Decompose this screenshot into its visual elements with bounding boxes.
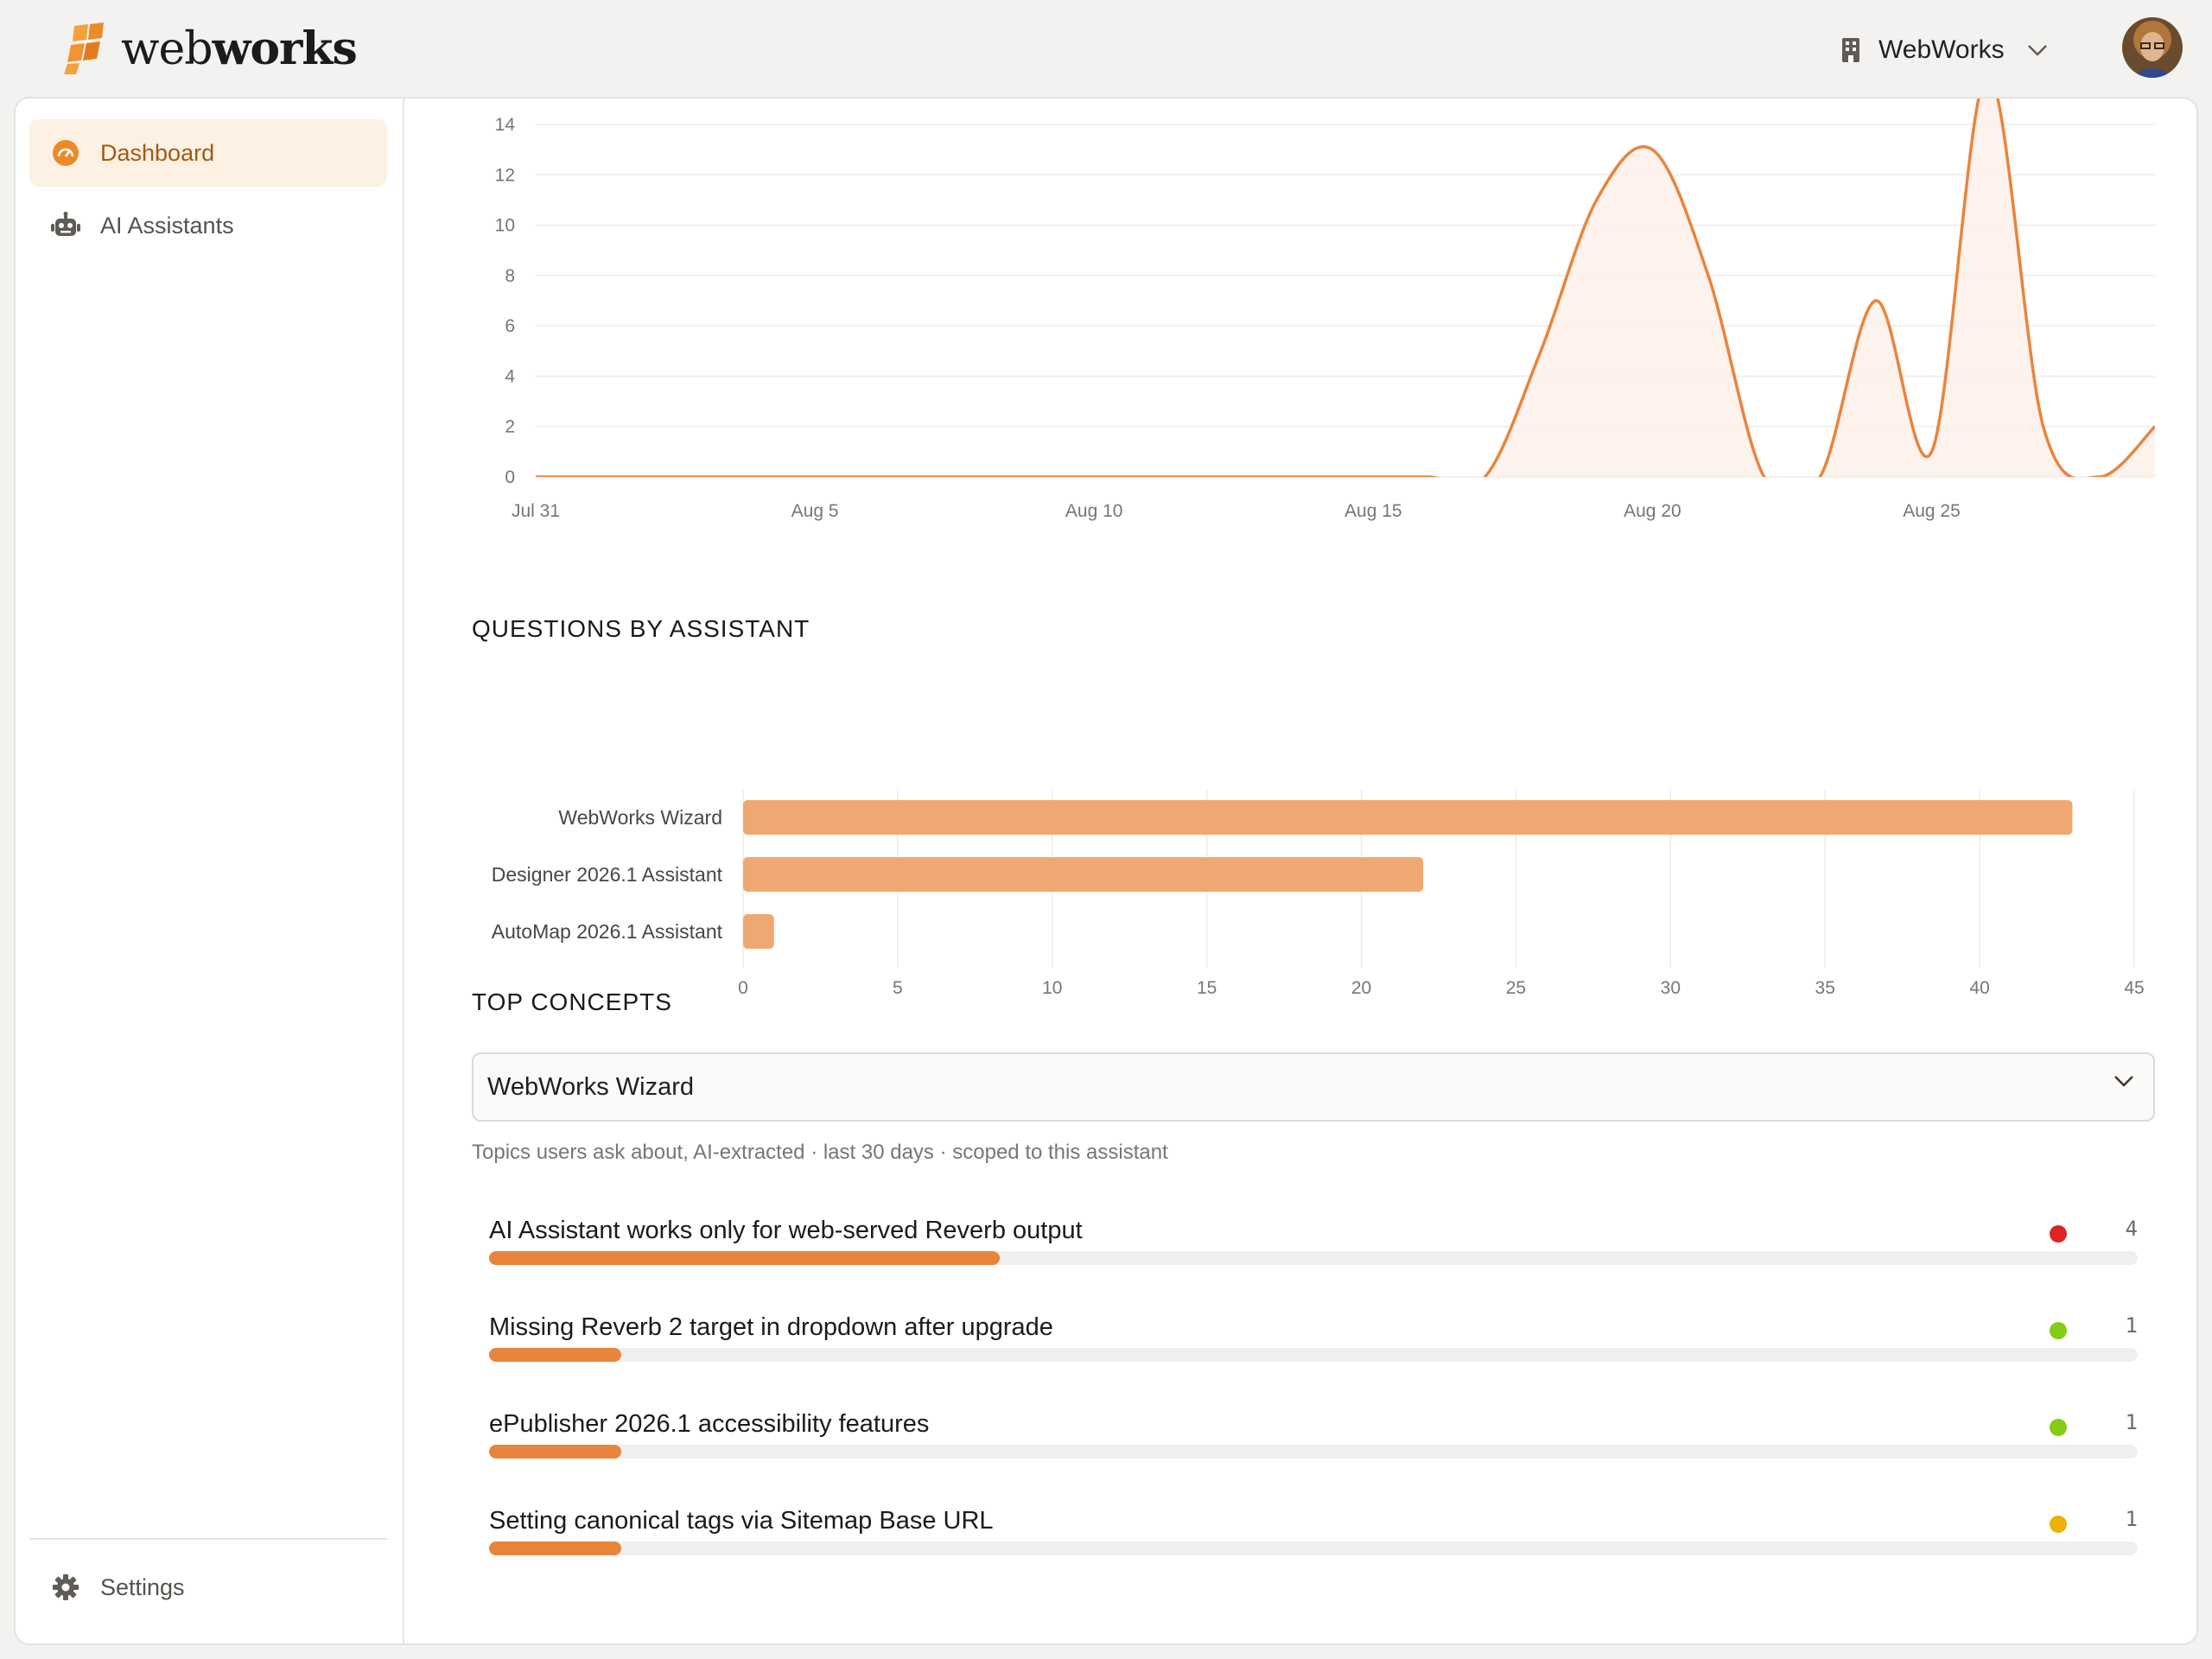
status-dot bbox=[2050, 1225, 2067, 1243]
sidebar-item-ai-assistants[interactable]: AI Assistants bbox=[29, 192, 387, 259]
sidebar-item-label: AI Assistants bbox=[100, 212, 234, 238]
x-tick-label: 0 bbox=[738, 978, 748, 998]
category-label: Designer 2026.1 Assistant bbox=[492, 863, 723, 886]
top-concepts-caption: Topics users ask about, AI-extracted · l… bbox=[472, 1141, 1168, 1164]
y-tick-label: 12 bbox=[495, 165, 515, 185]
status-dot bbox=[2050, 1516, 2067, 1533]
y-tick-label: 8 bbox=[505, 266, 515, 286]
concept-bar-track bbox=[489, 1541, 2138, 1555]
concept-label: Setting canonical tags via Sitemap Base … bbox=[489, 1507, 994, 1535]
org-switcher[interactable]: WebWorks bbox=[1840, 26, 2048, 74]
concept-bar-fill bbox=[489, 1445, 621, 1459]
questions-by-assistant-title: QUESTIONS BY ASSISTANT bbox=[472, 615, 810, 642]
y-tick-label: 0 bbox=[505, 467, 515, 487]
concept-label: AI Assistant works only for web-served R… bbox=[489, 1217, 1083, 1244]
sidebar-item-label: Dashboard bbox=[100, 139, 215, 166]
concept-bar-fill bbox=[489, 1541, 621, 1555]
concept-label: ePublisher 2026.1 accessibility features bbox=[489, 1410, 930, 1438]
concept-row[interactable]: Missing Reverb 2 target in dropdown afte… bbox=[489, 1313, 2138, 1382]
y-tick-label: 6 bbox=[505, 316, 515, 336]
main-content: 0 2 4 6 8 10 12 14 Jul 31 Aug 5 Aug 10 Aug 15 Aug 20… bbox=[406, 99, 2196, 1643]
brand-logo[interactable]: webworks bbox=[62, 22, 358, 76]
assistant-select-value: WebWorks Wizard bbox=[487, 1072, 695, 1101]
concept-row[interactable]: ePublisher 2026.1 accessibility features… bbox=[489, 1410, 2138, 1479]
y-tick-label: 2 bbox=[505, 417, 515, 437]
sidebar-item-settings[interactable]: Settings bbox=[29, 1554, 387, 1621]
category-label: AutoMap 2026.1 Assistant bbox=[492, 920, 723, 943]
x-tick-label: 45 bbox=[2124, 978, 2144, 998]
concept-bar-fill bbox=[489, 1348, 621, 1362]
sidebar-item-label: Settings bbox=[100, 1573, 185, 1600]
status-dot bbox=[2050, 1419, 2067, 1436]
concept-bar-track bbox=[489, 1348, 2138, 1362]
x-tick-label: 25 bbox=[1506, 978, 1526, 998]
questions-over-time-chart: 0 2 4 6 8 10 12 14 Jul 31 Aug 5 Aug 10 Aug 15 Aug 20… bbox=[406, 99, 2196, 552]
x-tick-label: 40 bbox=[1969, 978, 1989, 998]
concept-count: 1 bbox=[2125, 1313, 2138, 1338]
x-tick-label: 30 bbox=[1661, 978, 1681, 998]
bar bbox=[743, 800, 2073, 835]
y-tick-label: 10 bbox=[495, 216, 515, 236]
x-tick-label: 20 bbox=[1351, 978, 1371, 998]
sidebar-divider bbox=[29, 1538, 387, 1540]
x-tick-label: 35 bbox=[1815, 978, 1835, 998]
x-tick-label: 5 bbox=[893, 978, 903, 998]
x-tick-label: Aug 20 bbox=[1624, 501, 1681, 521]
building-icon bbox=[1842, 38, 1859, 62]
assistant-select[interactable]: WebWorks Wizard bbox=[472, 1052, 2155, 1122]
concept-bar-fill bbox=[489, 1251, 1001, 1265]
x-tick-label: 15 bbox=[1197, 978, 1217, 998]
chevron-down-icon bbox=[2114, 1076, 2133, 1087]
concept-count: 1 bbox=[2125, 1410, 2138, 1434]
category-label: WebWorks Wizard bbox=[558, 806, 722, 829]
concept-count: 4 bbox=[2125, 1217, 2138, 1241]
line-chart-svg: 0 2 4 6 8 10 12 14 Jul 31 Aug 5 Aug 10 Aug 15 Aug 20… bbox=[495, 99, 2156, 521]
x-tick-label: Aug 5 bbox=[791, 501, 839, 521]
concept-bar-track bbox=[489, 1251, 2138, 1265]
series-line bbox=[536, 99, 2155, 477]
gear-icon bbox=[50, 1572, 81, 1603]
x-tick-label: Aug 10 bbox=[1065, 501, 1123, 521]
y-tick-label: 14 bbox=[495, 115, 516, 135]
sidebar-item-dashboard[interactable]: Dashboard bbox=[29, 119, 387, 187]
concept-bar-track bbox=[489, 1445, 2138, 1459]
bar-chart-svg: 0 5 10 15 20 25 30 35 40 45 WebWorks Wizard Designe… bbox=[492, 790, 2145, 998]
concept-row[interactable]: Setting canonical tags via Sitemap Base … bbox=[489, 1507, 2138, 1576]
x-tick-label: Aug 15 bbox=[1344, 501, 1402, 521]
brand-wordmark: webworks bbox=[121, 22, 358, 75]
top-concepts-title: TOP CONCEPTS bbox=[472, 988, 672, 1015]
webworks-logo-icon bbox=[64, 22, 104, 74]
concept-count: 1 bbox=[2125, 1507, 2138, 1531]
app-frame: Dashboard AI Assistants Settings 0 2 4 6 8 10… bbox=[14, 97, 2198, 1645]
gauge-icon bbox=[50, 137, 81, 168]
user-avatar[interactable] bbox=[2122, 17, 2183, 78]
concept-label: Missing Reverb 2 target in dropdown afte… bbox=[489, 1313, 1053, 1341]
org-name: WebWorks bbox=[1878, 35, 2005, 64]
bar bbox=[743, 857, 1424, 892]
sidebar: Dashboard AI Assistants Settings bbox=[16, 99, 404, 1643]
chevron-down-icon bbox=[2027, 45, 2047, 56]
concept-row[interactable]: AI Assistant works only for web-served R… bbox=[489, 1217, 2138, 1286]
top-bar: webworks WebWorks bbox=[0, 0, 2212, 99]
bar bbox=[743, 914, 774, 949]
status-dot bbox=[2050, 1322, 2067, 1339]
x-tick-label: Jul 31 bbox=[512, 501, 560, 521]
robot-icon bbox=[50, 210, 81, 241]
x-tick-label: 10 bbox=[1042, 978, 1062, 998]
area-fill bbox=[536, 99, 2155, 477]
avatar-image bbox=[2122, 17, 2183, 78]
y-tick-label: 4 bbox=[505, 366, 515, 386]
x-tick-label: Aug 25 bbox=[1903, 501, 1961, 521]
